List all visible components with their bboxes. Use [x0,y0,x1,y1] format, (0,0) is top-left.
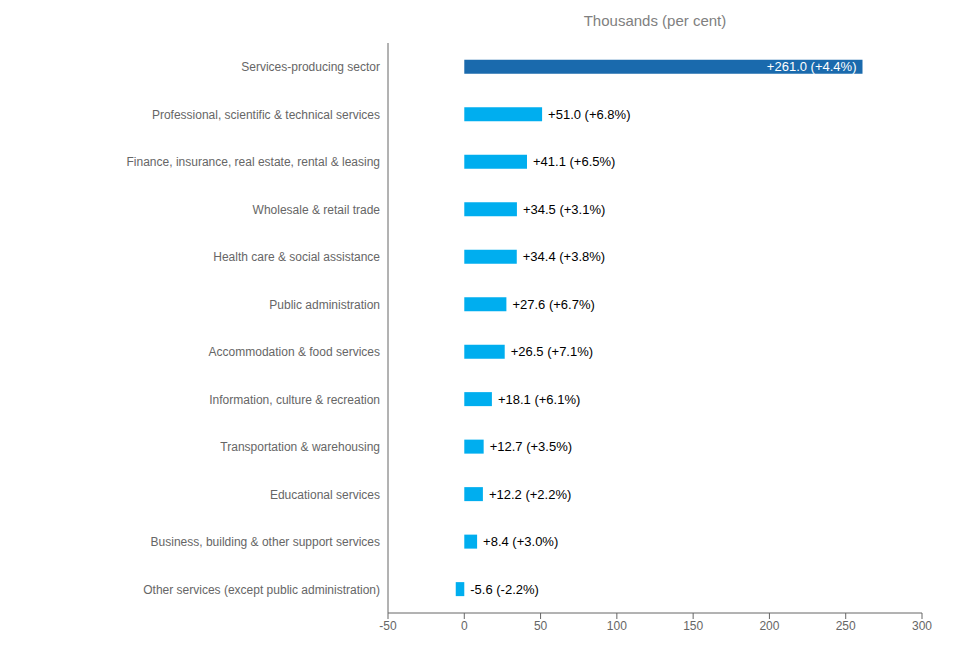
svg-text:150: 150 [683,619,703,633]
svg-text:+27.6 (+6.7%): +27.6 (+6.7%) [512,297,594,312]
svg-text:Health care & social assistanc: Health care & social assistance [213,250,380,264]
svg-text:+12.2 (+2.2%): +12.2 (+2.2%) [489,487,571,502]
svg-text:200: 200 [759,619,779,633]
svg-text:100: 100 [607,619,627,633]
svg-text:+12.7 (+3.5%): +12.7 (+3.5%) [490,439,572,454]
svg-text:250: 250 [836,619,856,633]
svg-text:Transportation & warehousing: Transportation & warehousing [220,440,380,454]
svg-text:+8.4 (+3.0%): +8.4 (+3.0%) [483,534,558,549]
svg-text:Finance, insurance, real estat: Finance, insurance, real estate, rental … [127,155,380,169]
svg-text:-50: -50 [379,619,397,633]
svg-text:+18.1 (+6.1%): +18.1 (+6.1%) [498,392,580,407]
svg-text:Accommodation & food services: Accommodation & food services [209,345,380,359]
svg-text:Educational services: Educational services [270,488,380,502]
svg-text:+51.0 (+6.8%): +51.0 (+6.8%) [548,107,630,122]
svg-text:+34.4 (+3.8%): +34.4 (+3.8%) [523,249,605,264]
svg-text:Other services (except public: Other services (except public administra… [143,583,380,597]
svg-text:+26.5 (+7.1%): +26.5 (+7.1%) [511,344,593,359]
svg-text:0: 0 [461,619,468,633]
svg-text:+261.0 (+4.4%): +261.0 (+4.4%) [767,59,857,74]
svg-text:50: 50 [534,619,548,633]
html-text:Thousands (per cent): Thousands (per cent) [583,12,727,29]
svg-text:+34.5 (+3.1%): +34.5 (+3.1%) [523,202,605,217]
svg-text:Public administration: Public administration [269,298,380,312]
svg-text:Wholesale & retail trade: Wholesale & retail trade [253,203,381,217]
svg-text:Professional, scientific & tec: Professional, scientific & technical ser… [152,108,380,122]
svg-text:Business, building & other sup: Business, building & other support servi… [151,535,380,549]
svg-text:+41.1 (+6.5%): +41.1 (+6.5%) [533,154,615,169]
svg-text:-5.6 (-2.2%): -5.6 (-2.2%) [470,582,539,597]
svg-text:Services-producing sector: Services-producing sector [241,60,380,74]
svg-text:Information, culture & recreat: Information, culture & recreation [209,393,380,407]
svg-text:300: 300 [912,619,932,633]
